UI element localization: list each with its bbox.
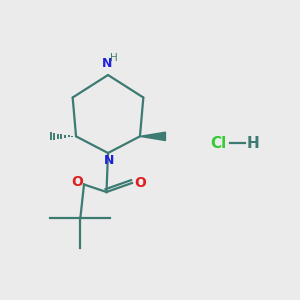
Text: O: O xyxy=(71,175,83,189)
Text: H: H xyxy=(110,53,117,63)
Text: N: N xyxy=(102,57,112,70)
Text: O: O xyxy=(134,176,146,190)
Text: H: H xyxy=(247,136,260,152)
Polygon shape xyxy=(140,132,165,141)
Text: Cl: Cl xyxy=(210,136,226,152)
Text: N: N xyxy=(103,154,114,167)
